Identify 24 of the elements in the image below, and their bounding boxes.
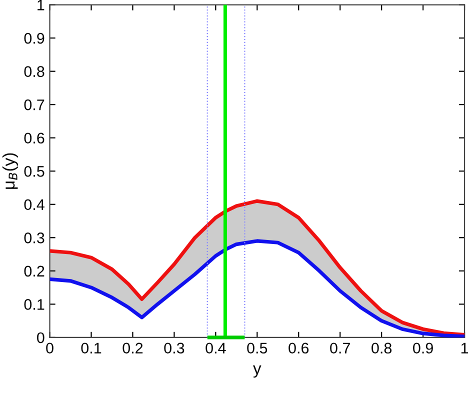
y-tick-label: 0.2 xyxy=(24,266,44,277)
x-tick-label: 1 xyxy=(461,342,468,354)
y-tick-label: 0.8 xyxy=(24,66,44,77)
y-tick-label: 0.5 xyxy=(24,166,44,177)
x-tick-label: 0.6 xyxy=(288,342,309,354)
y-tick-label: 0.9 xyxy=(24,32,44,44)
y-axis-title: μ$_{B}$(y) xyxy=(2,153,18,189)
y-tick-label: 0.7 xyxy=(24,99,44,110)
y-tick-label: 0 xyxy=(37,332,44,344)
x-tick-label: 0.7 xyxy=(330,342,350,354)
x-tick-label: 0.5 xyxy=(247,342,268,354)
x-tick-label: 0.4 xyxy=(206,342,226,354)
x-tick-label: 0.3 xyxy=(164,342,184,354)
y-tick-label: 1 xyxy=(38,0,44,10)
x-tick-label: 0.1 xyxy=(81,342,102,354)
y-tick-label: 0.6 xyxy=(24,132,44,144)
x-tick-label: 0.8 xyxy=(372,342,392,354)
y-tick-label: 0.3 xyxy=(24,232,44,244)
x-tick-label: 0.9 xyxy=(413,342,433,354)
y-tick-label: 0.4 xyxy=(24,199,44,210)
x-tick-label: 0.2 xyxy=(122,342,143,354)
x-axis-title: y xyxy=(253,365,262,378)
x-tick-label: 0 xyxy=(46,342,54,354)
y-tick-label: 0.1 xyxy=(24,299,44,310)
